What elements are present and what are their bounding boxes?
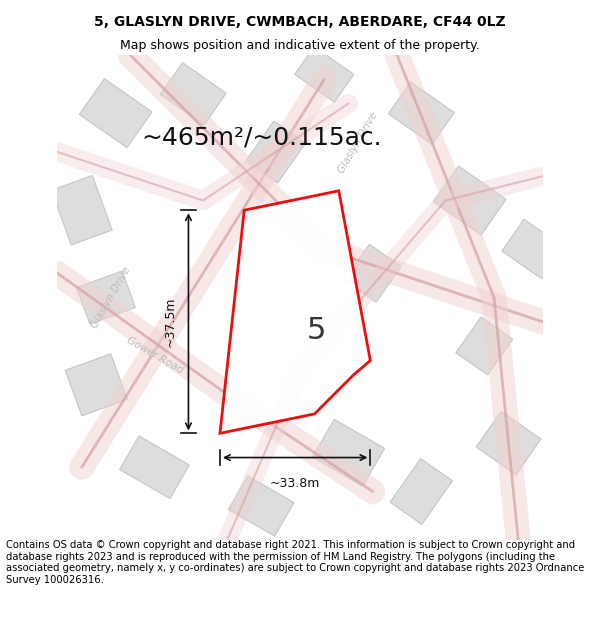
Text: Contains OS data © Crown copyright and database right 2021. This information is : Contains OS data © Crown copyright and d…: [6, 540, 584, 585]
Polygon shape: [433, 166, 506, 235]
Polygon shape: [160, 62, 226, 125]
Text: Map shows position and indicative extent of the property.: Map shows position and indicative extent…: [120, 39, 480, 51]
Polygon shape: [220, 191, 370, 433]
Text: 5: 5: [307, 316, 326, 345]
Polygon shape: [229, 476, 294, 536]
Text: ~465m²/~0.115ac.: ~465m²/~0.115ac.: [141, 126, 382, 149]
Text: Gower Road: Gower Road: [125, 336, 184, 376]
Text: 5, GLASLYN DRIVE, CWMBACH, ABERDARE, CF44 0LZ: 5, GLASLYN DRIVE, CWMBACH, ABERDARE, CF4…: [94, 16, 506, 29]
Polygon shape: [77, 271, 136, 324]
Text: ~33.8m: ~33.8m: [270, 477, 320, 490]
Polygon shape: [476, 411, 541, 475]
Text: Glaslyn Drive: Glaslyn Drive: [337, 110, 380, 175]
Polygon shape: [502, 219, 564, 279]
Polygon shape: [456, 317, 513, 375]
Polygon shape: [65, 354, 127, 416]
Polygon shape: [390, 459, 452, 524]
Polygon shape: [79, 79, 152, 148]
Text: Glaslyn Drive: Glaslyn Drive: [89, 265, 133, 330]
Polygon shape: [344, 244, 401, 302]
Polygon shape: [388, 82, 454, 144]
Polygon shape: [313, 419, 385, 486]
Polygon shape: [51, 176, 112, 245]
Polygon shape: [295, 47, 354, 102]
Polygon shape: [119, 436, 190, 499]
Polygon shape: [246, 121, 305, 183]
Text: ~37.5m: ~37.5m: [163, 296, 176, 347]
